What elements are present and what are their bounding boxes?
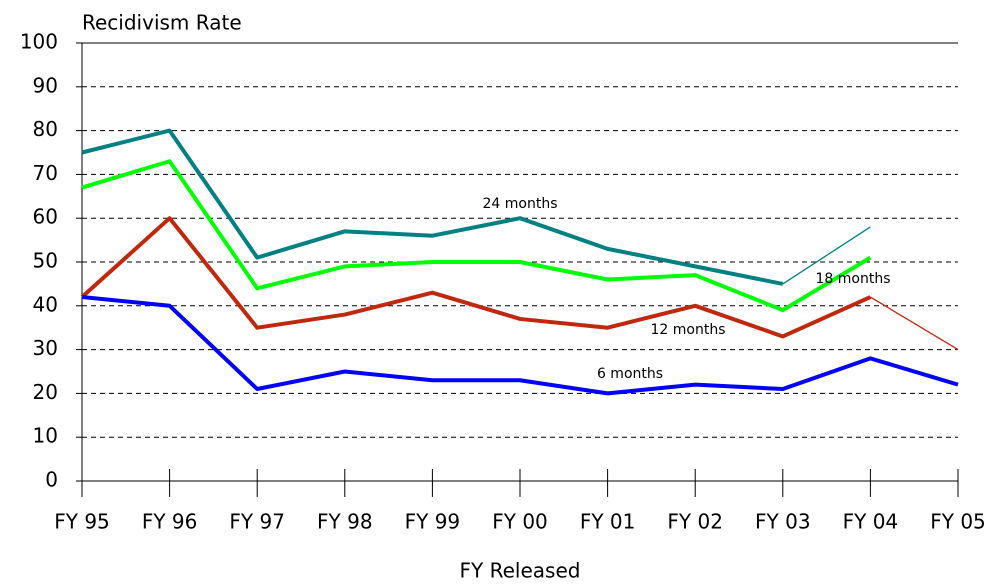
projected-segment bbox=[782, 226, 871, 285]
y-tick-label: 0 bbox=[45, 468, 58, 492]
series-line bbox=[81, 295, 959, 396]
y-tick-label: 70 bbox=[33, 161, 58, 185]
x-tick-label: FY 05 bbox=[930, 510, 986, 534]
x-tick-label: FY 03 bbox=[755, 510, 811, 534]
x-tick-label: FY 04 bbox=[843, 510, 899, 534]
series-label: 24 months bbox=[483, 196, 558, 212]
series-line bbox=[80, 216, 872, 339]
x-tick-label: FY 96 bbox=[142, 510, 198, 534]
y-tick-label: 40 bbox=[33, 292, 58, 316]
projected-segment bbox=[870, 296, 959, 351]
y-tick-label: 30 bbox=[33, 336, 58, 360]
y-tick-label: 100 bbox=[20, 30, 58, 54]
y-tick-label: 10 bbox=[33, 424, 58, 448]
x-tick-label: FY 99 bbox=[405, 510, 461, 534]
y-tick-label: 50 bbox=[33, 249, 58, 273]
x-tick-label: FY 97 bbox=[229, 510, 285, 534]
x-tick-label: FY 01 bbox=[580, 510, 636, 534]
x-tick-label: FY 02 bbox=[667, 510, 723, 534]
series-label: 18 months bbox=[816, 271, 891, 287]
series-line bbox=[81, 159, 872, 313]
y-tick-label: 20 bbox=[33, 380, 58, 404]
y-axis-title: Recidivism Rate bbox=[82, 11, 242, 35]
series-label: 12 months bbox=[651, 322, 726, 338]
series-line bbox=[81, 128, 784, 286]
y-tick-label: 90 bbox=[33, 73, 58, 97]
x-tick-label: FY 00 bbox=[492, 510, 548, 534]
x-tick-label: FY 95 bbox=[54, 510, 110, 534]
x-tick-label: FY 98 bbox=[317, 510, 373, 534]
x-axis-title: FY Released bbox=[460, 559, 581, 583]
y-tick-label: 60 bbox=[33, 205, 58, 229]
series-label: 6 months bbox=[597, 366, 663, 382]
y-tick-label: 80 bbox=[33, 117, 58, 141]
